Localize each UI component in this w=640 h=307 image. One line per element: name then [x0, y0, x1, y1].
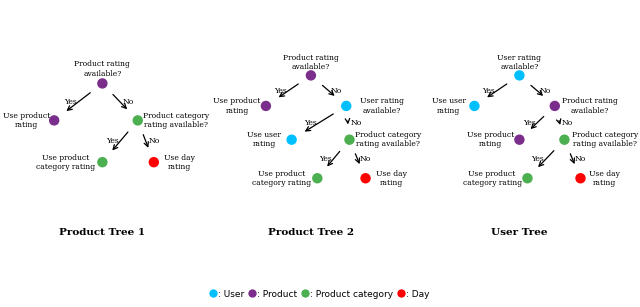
Circle shape	[50, 116, 59, 125]
Text: Use user
rating: Use user rating	[432, 97, 466, 115]
Circle shape	[576, 174, 585, 183]
Text: Product rating
available?: Product rating available?	[562, 97, 618, 115]
Text: Use product
rating: Use product rating	[3, 112, 51, 129]
Text: User rating
available?: User rating available?	[497, 54, 541, 71]
Text: Yes: Yes	[532, 155, 544, 163]
Text: Product rating
available?: Product rating available?	[283, 54, 339, 71]
Circle shape	[361, 174, 370, 183]
Circle shape	[345, 135, 354, 144]
Text: No: No	[562, 119, 573, 127]
Text: Use product
category rating: Use product category rating	[36, 154, 95, 171]
Text: Use product
rating: Use product rating	[467, 131, 514, 148]
Text: Use day
rating: Use day rating	[589, 170, 620, 187]
Legend: : User, : Product, : Product category, : Day: : User, : Product, : Product category, :…	[207, 286, 433, 302]
Circle shape	[342, 101, 351, 111]
Text: Product Tree 2: Product Tree 2	[268, 228, 354, 237]
Text: No: No	[540, 87, 551, 95]
Circle shape	[261, 101, 271, 111]
Text: Yes: Yes	[305, 119, 317, 127]
Circle shape	[523, 174, 532, 183]
Text: Yes: Yes	[523, 119, 536, 127]
Text: Product category
rating available?: Product category rating available?	[355, 131, 421, 148]
Text: No: No	[360, 155, 371, 163]
Text: Use product
category rating: Use product category rating	[252, 170, 312, 187]
Text: Use product
category rating: Use product category rating	[463, 170, 522, 187]
Text: Product rating
available?: Product rating available?	[74, 60, 131, 78]
Circle shape	[470, 101, 479, 111]
Text: No: No	[350, 119, 362, 127]
Text: Use product
rating: Use product rating	[213, 97, 260, 115]
Circle shape	[550, 101, 559, 111]
Text: Use day
rating: Use day rating	[164, 154, 195, 171]
Text: Yes: Yes	[483, 87, 495, 95]
Circle shape	[313, 174, 322, 183]
Text: Yes: Yes	[106, 137, 118, 145]
Circle shape	[98, 79, 107, 88]
Circle shape	[515, 135, 524, 144]
Circle shape	[307, 71, 316, 80]
Text: User Tree: User Tree	[491, 228, 548, 237]
Circle shape	[287, 135, 296, 144]
Text: No: No	[122, 98, 134, 106]
Text: User rating
available?: User rating available?	[360, 97, 404, 115]
Text: Product Tree 1: Product Tree 1	[60, 228, 145, 237]
Text: Yes: Yes	[274, 87, 287, 95]
Circle shape	[560, 135, 569, 144]
Circle shape	[98, 158, 107, 167]
Text: Product category
rating available?: Product category rating available?	[143, 112, 209, 129]
Text: Yes: Yes	[319, 155, 332, 163]
Text: Yes: Yes	[64, 98, 77, 106]
Circle shape	[149, 158, 158, 167]
Text: No: No	[331, 87, 342, 95]
Text: No: No	[148, 137, 159, 145]
Text: Product category
rating available?: Product category rating available?	[572, 131, 637, 148]
Circle shape	[515, 71, 524, 80]
Circle shape	[133, 116, 142, 125]
Text: Use day
rating: Use day rating	[376, 170, 406, 187]
Text: No: No	[575, 155, 586, 163]
Text: Use user
rating: Use user rating	[247, 131, 282, 148]
